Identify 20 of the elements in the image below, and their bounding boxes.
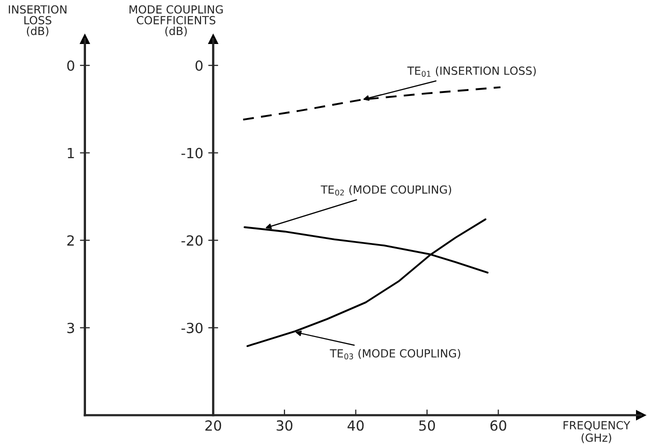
y2-tick-label: 0 <box>196 60 203 71</box>
x-tick-label: 30 <box>276 420 292 431</box>
y2-axis-title: MODE COUPLING COEFFICIENTS (dB) <box>130 5 223 36</box>
y-tick-label: 0 <box>67 60 74 71</box>
x-tick-label: 60 <box>490 420 506 431</box>
x-tick-label: 20 <box>205 420 222 431</box>
y-axis-title: INSERTION LOSS (dB) <box>8 5 66 36</box>
x-axis-title: FREQUENCY (GHz) <box>564 421 630 444</box>
y2-tick-label: -20 <box>181 235 203 246</box>
line-series <box>246 218 486 348</box>
y-tick-label: 2 <box>67 235 74 246</box>
annotation: TE$_{02}$ (MODE COUPLING) <box>320 185 452 196</box>
annotation: TE$_{01}$ (INSERTION LOSS) <box>407 66 536 77</box>
y2-tick-label: -10 <box>181 148 203 158</box>
y-tick-label: 3 <box>67 322 74 334</box>
x-tick-label: 40 <box>348 420 364 431</box>
y-tick-label: 1 <box>68 148 74 158</box>
annotation: TE$_{03}$ (MODE COUPLING) <box>330 348 460 360</box>
y2-tick-label: -30 <box>181 322 203 334</box>
x-tick-label: 50 <box>419 420 435 431</box>
